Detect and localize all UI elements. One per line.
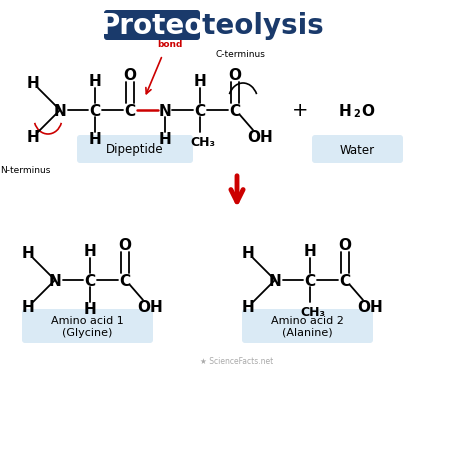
Text: H: H	[89, 74, 101, 89]
Text: CH₃: CH₃	[301, 306, 326, 319]
Text: H: H	[27, 76, 39, 91]
Text: C: C	[90, 103, 100, 118]
FancyBboxPatch shape	[77, 136, 193, 164]
Text: H: H	[304, 244, 316, 259]
Text: H: H	[83, 302, 96, 317]
Text: C: C	[119, 273, 130, 288]
Text: H: H	[242, 246, 255, 261]
Text: H: H	[22, 246, 35, 261]
Text: Proteolysis: Proteolysis	[150, 12, 324, 40]
Text: H: H	[338, 103, 351, 118]
Text: N-terminus: N-terminus	[0, 166, 50, 175]
Text: O: O	[118, 238, 131, 253]
Text: C: C	[84, 273, 96, 288]
Text: Proteo: Proteo	[100, 12, 204, 40]
Text: Dipeptide: Dipeptide	[106, 143, 164, 156]
Text: +: +	[292, 101, 308, 120]
Text: H: H	[89, 132, 101, 147]
Text: ★ ScienceFacts.net: ★ ScienceFacts.net	[201, 356, 273, 365]
Text: H: H	[242, 300, 255, 315]
FancyBboxPatch shape	[22, 309, 153, 343]
Text: O: O	[124, 68, 137, 83]
Text: 2: 2	[353, 109, 360, 119]
Text: H: H	[193, 74, 206, 89]
Text: C-terminus: C-terminus	[215, 50, 265, 59]
Text: OH: OH	[247, 130, 273, 145]
Text: Peptide
bond: Peptide bond	[150, 30, 189, 49]
Text: C: C	[229, 103, 241, 118]
Text: OH: OH	[357, 300, 383, 315]
Text: H: H	[159, 132, 172, 147]
Text: N: N	[269, 273, 282, 288]
Text: O: O	[338, 238, 352, 253]
Text: H: H	[27, 130, 39, 145]
Text: C: C	[304, 273, 316, 288]
Text: OH: OH	[137, 300, 163, 315]
Text: Water: Water	[339, 143, 374, 156]
Text: N: N	[159, 103, 172, 118]
FancyBboxPatch shape	[312, 136, 403, 164]
Text: CH₃: CH₃	[191, 136, 216, 149]
FancyBboxPatch shape	[104, 11, 200, 41]
FancyBboxPatch shape	[242, 309, 373, 343]
Text: N: N	[49, 273, 61, 288]
Text: N: N	[54, 103, 66, 118]
Text: C: C	[339, 273, 351, 288]
Text: C: C	[125, 103, 136, 118]
Text: O: O	[228, 68, 241, 83]
Text: C: C	[194, 103, 206, 118]
Text: H: H	[83, 244, 96, 259]
Text: O: O	[362, 103, 374, 118]
Text: Amino acid 2
(Alanine): Amino acid 2 (Alanine)	[271, 315, 344, 337]
Text: H: H	[22, 300, 35, 315]
Text: Amino acid 1
(Glycine): Amino acid 1 (Glycine)	[51, 315, 123, 337]
